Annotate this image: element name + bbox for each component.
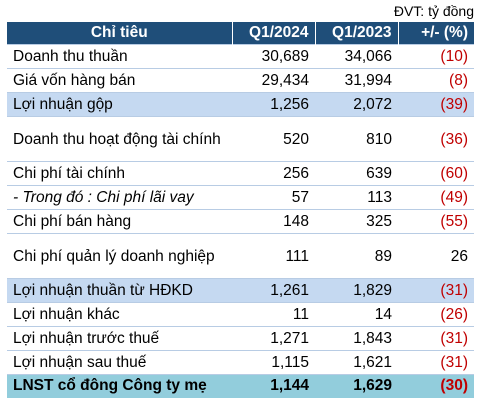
unit-label: ĐVT: tỷ đồng <box>393 3 474 19</box>
value-q1-2024: 1,144 <box>232 374 315 398</box>
table-row: Lợi nhuận gộp 1,256 2,072 (39) <box>7 92 474 117</box>
row-label: Lợi nhuận thuần từ HĐKD <box>7 278 232 303</box>
row-label: Giá vốn hàng bán <box>7 68 232 93</box>
table-row: Chi phí tài chính 256 639 (60) <box>7 161 474 186</box>
value-q1-2024: 111 <box>232 233 315 279</box>
row-label: Doanh thu thuần <box>7 44 232 69</box>
value-change: (8) <box>398 68 474 93</box>
value-change: 26 <box>398 233 474 279</box>
value-q1-2023: 1,843 <box>315 326 398 351</box>
value-change: (49) <box>398 185 474 210</box>
value-q1-2023: 1,829 <box>315 278 398 303</box>
income-statement-table: Chỉ tiêu Q1/2024 Q1/2023 +/- (%) Doanh t… <box>7 22 474 398</box>
value-q1-2023: 810 <box>315 116 398 162</box>
table-row: Chi phí quản lý doanh nghiệp 111 89 26 <box>7 233 474 279</box>
value-change: (26) <box>398 302 474 327</box>
row-label: Chi phí tài chính <box>7 161 232 186</box>
value-q1-2023: 31,994 <box>315 68 398 93</box>
header-q1-2024: Q1/2024 <box>231 22 315 45</box>
value-change: (30) <box>398 374 474 398</box>
header-row: Chỉ tiêu Q1/2024 Q1/2023 +/- (%) <box>7 22 474 45</box>
value-q1-2023: 89 <box>315 233 398 279</box>
value-q1-2023: 14 <box>315 302 398 327</box>
total-row: LNST cổ đông Công ty mẹ 1,144 1,629 (30) <box>7 374 474 398</box>
value-change: (39) <box>398 92 474 117</box>
value-change: (60) <box>398 161 474 186</box>
table-row: Lợi nhuận khác 11 14 (26) <box>7 302 474 327</box>
row-label: Chi phí bán hàng <box>7 209 232 234</box>
row-label: Lợi nhuận sau thuế <box>7 350 232 375</box>
value-q1-2024: 148 <box>232 209 315 234</box>
value-change: (31) <box>398 350 474 375</box>
value-q1-2024: 1,261 <box>232 278 315 303</box>
value-q1-2024: 256 <box>232 161 315 186</box>
header-item: Chỉ tiêu <box>7 22 232 45</box>
row-label: Doanh thu hoạt động tài chính <box>7 116 232 162</box>
value-q1-2024: 1,115 <box>232 350 315 375</box>
value-q1-2024: 29,434 <box>232 68 315 93</box>
value-q1-2023: 639 <box>315 161 398 186</box>
value-q1-2023: 325 <box>315 209 398 234</box>
table-row: Lợi nhuận sau thuế 1,115 1,621 (31) <box>7 350 474 375</box>
value-q1-2024: 11 <box>232 302 315 327</box>
value-change: (36) <box>398 116 474 162</box>
table-row: Lợi nhuận thuần từ HĐKD 1,261 1,829 (31) <box>7 278 474 303</box>
row-label: Lợi nhuận khác <box>7 302 232 327</box>
row-label: Chi phí quản lý doanh nghiệp <box>7 233 232 279</box>
value-q1-2023: 2,072 <box>315 92 398 117</box>
header-change: +/- (%) <box>397 22 474 45</box>
value-q1-2023: 1,629 <box>315 374 398 398</box>
table-row: Doanh thu hoạt động tài chính 520 810 (3… <box>7 116 474 162</box>
value-q1-2024: 57 <box>232 185 315 210</box>
table-row: Giá vốn hàng bán 29,434 31,994 (8) <box>7 68 474 93</box>
row-label: Lợi nhuận gộp <box>7 92 232 117</box>
value-q1-2023: 1,621 <box>315 350 398 375</box>
value-q1-2024: 1,256 <box>232 92 315 117</box>
row-label: Lợi nhuận trước thuế <box>7 326 232 351</box>
table-row: Chi phí bán hàng 148 325 (55) <box>7 209 474 234</box>
table-row: Doanh thu thuần 30,689 34,066 (10) <box>7 44 474 69</box>
value-change: (31) <box>398 278 474 303</box>
value-q1-2023: 34,066 <box>315 44 398 69</box>
table-row: - Trong đó : Chi phí lãi vay 57 113 (49) <box>7 185 474 210</box>
row-label: - Trong đó : Chi phí lãi vay <box>7 185 232 210</box>
table-row: Lợi nhuận trước thuế 1,271 1,843 (31) <box>7 326 474 351</box>
value-change: (10) <box>398 44 474 69</box>
value-q1-2024: 30,689 <box>232 44 315 69</box>
value-change: (31) <box>398 326 474 351</box>
row-label: LNST cổ đông Công ty mẹ <box>7 374 232 398</box>
header-q1-2023: Q1/2023 <box>314 22 398 45</box>
value-q1-2024: 520 <box>232 116 315 162</box>
value-change: (55) <box>398 209 474 234</box>
value-q1-2023: 113 <box>315 185 398 210</box>
value-q1-2024: 1,271 <box>232 326 315 351</box>
